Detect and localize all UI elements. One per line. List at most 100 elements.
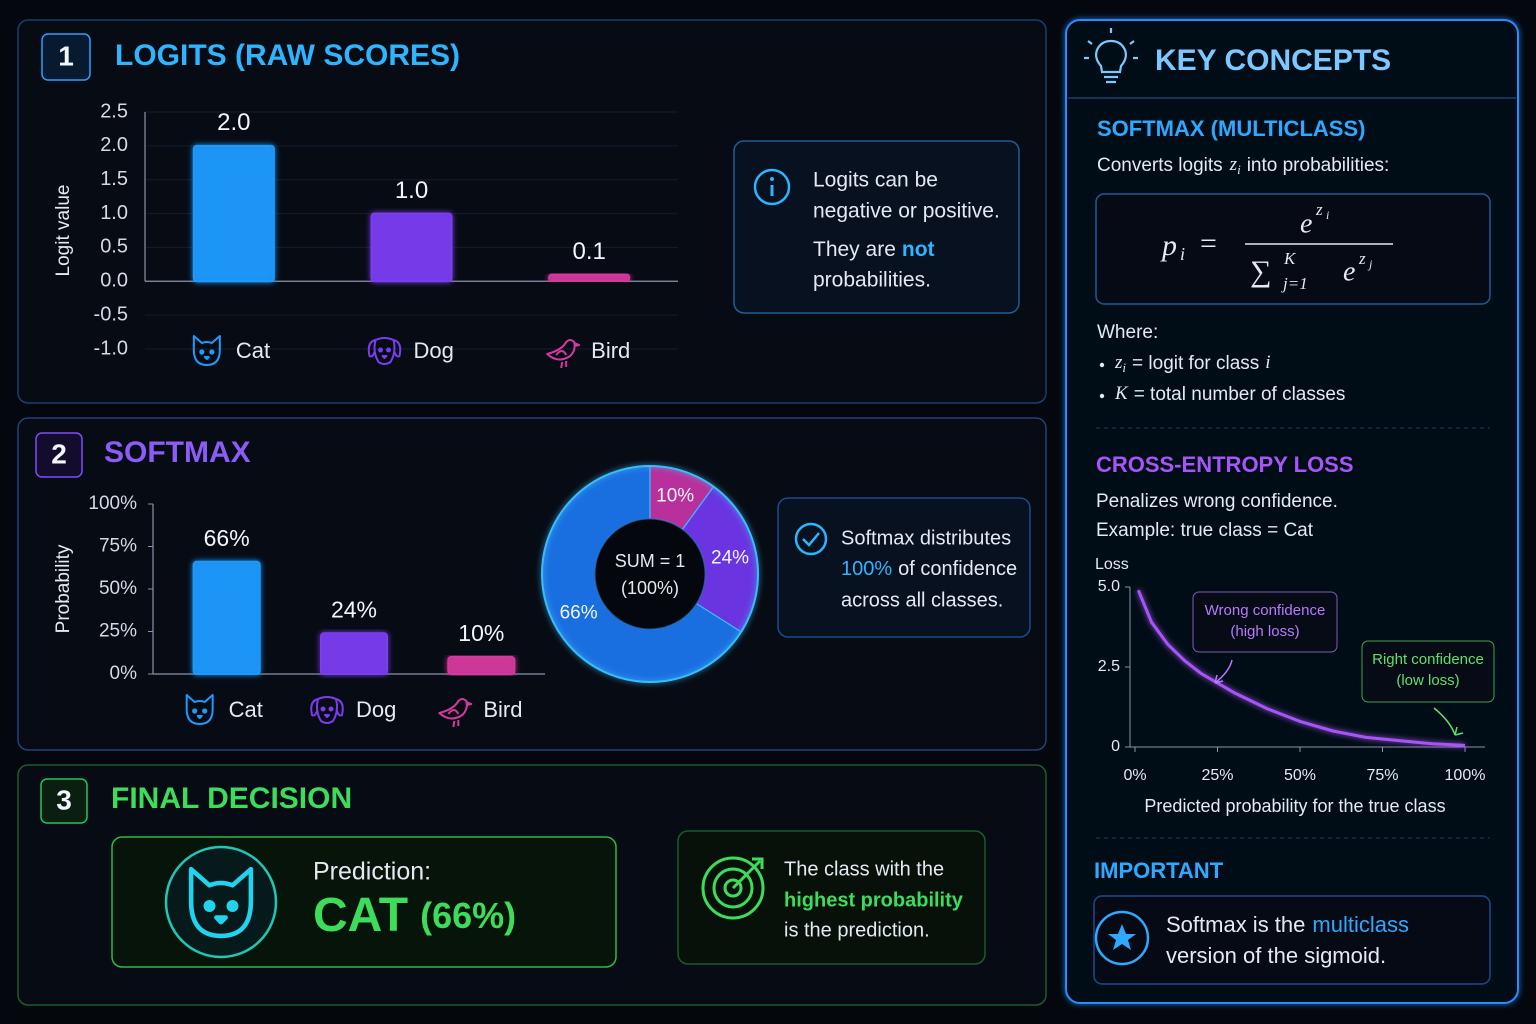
- step-badge: [40, 778, 88, 824]
- important-text: Softmax is the multiclass: [1166, 912, 1409, 937]
- x-tick-label: 50%: [1284, 767, 1316, 784]
- formula-num: e: [1300, 208, 1312, 239]
- x-tick-label: Bird: [483, 697, 522, 722]
- y-tick-label: 75%: [99, 536, 137, 557]
- intro-text: into probabilities:: [1247, 155, 1390, 176]
- y-tick-label: -1.0: [94, 337, 128, 359]
- loss-curve: [1136, 589, 1466, 747]
- y-tick-label: 0.0: [100, 270, 128, 292]
- y-tick-label: 0%: [110, 663, 138, 684]
- formula-exp: z: [1358, 249, 1366, 268]
- note-text: across all classes.: [841, 589, 1003, 611]
- value-label: 0.1: [572, 238, 605, 265]
- bullet-text: K = total number of classes: [1114, 383, 1345, 405]
- y-tick-label: 2.5: [1098, 658, 1120, 675]
- y-tick-label: 50%: [99, 578, 137, 599]
- formula-lhs: p: [1160, 229, 1177, 262]
- y-tick-label: -0.5: [94, 303, 128, 325]
- note-box: [733, 140, 1020, 314]
- y-tick-label: 25%: [99, 621, 137, 642]
- annotation-text: Right confidence: [1372, 651, 1484, 668]
- y-tick-label: 5.0: [1098, 578, 1120, 595]
- x-axis-title: Predicted probability for the true class: [1144, 796, 1445, 816]
- star: [1108, 924, 1136, 950]
- formula-sub: i: [1180, 244, 1185, 264]
- prediction-icon-ring: [164, 845, 278, 959]
- annotation-text: (low loss): [1396, 672, 1459, 689]
- formula-exp-sub: i: [1326, 208, 1329, 222]
- star-icon: [1094, 910, 1150, 966]
- note-text: probabilities.: [813, 269, 931, 292]
- note-text: Logits can be: [813, 169, 938, 192]
- info-icon: [753, 168, 791, 206]
- annotation-box: [1361, 640, 1495, 703]
- intro-text: Converts logits: [1097, 155, 1223, 176]
- y-axis-title: Probability: [53, 544, 74, 633]
- formula-exp: z: [1315, 200, 1323, 219]
- section-title: SOFTMAX: [104, 436, 251, 469]
- prediction-probability: (66%): [420, 895, 516, 936]
- where-label: Where:: [1097, 322, 1158, 343]
- heading: CROSS-ENTROPY LOSS: [1096, 452, 1354, 477]
- rule-text: The class with the: [784, 858, 944, 880]
- value-label: 10%: [458, 620, 504, 646]
- formula-sum: ∑: [1250, 255, 1271, 288]
- x-tick-label: Cat: [229, 697, 263, 722]
- note-text: 100% of confidence: [841, 558, 1017, 580]
- info-icon-dot: [770, 177, 774, 181]
- annotation-text: Wrong confidence: [1205, 602, 1326, 619]
- bar: [192, 144, 275, 283]
- step-number: 2: [51, 438, 67, 469]
- bullet-text: = total number of classes: [1134, 384, 1346, 405]
- panel-title: KEY CONCEPTS: [1155, 44, 1391, 77]
- center-label: (100%): [621, 578, 679, 598]
- formula-eq: =: [1200, 227, 1217, 260]
- formula-sum-sup: K: [1283, 249, 1297, 268]
- slice-label: 66%: [560, 602, 598, 623]
- y-tick-label: 100%: [88, 493, 137, 514]
- note-text: of confidence: [898, 558, 1017, 580]
- math-sub: i: [1237, 162, 1241, 177]
- important-text: Softmax is the: [1166, 912, 1305, 937]
- bullet: [1099, 362, 1105, 368]
- math-var: i: [1265, 352, 1270, 373]
- formula-den: e: [1343, 256, 1355, 287]
- math-var: K: [1114, 383, 1129, 404]
- x-tick-label: Dog: [414, 338, 454, 363]
- intro: Converts logits zi into probabilities:: [1097, 154, 1389, 177]
- subtitle: Penalizes wrong confidence.: [1096, 491, 1338, 512]
- bar: [320, 632, 388, 676]
- check-mark: [802, 532, 820, 547]
- note-box: [777, 497, 1031, 638]
- note-emphasis: 100%: [841, 558, 892, 580]
- x-tick-label: Dog: [356, 697, 396, 722]
- note-text: negative or positive.: [813, 200, 1000, 223]
- note-text: They are not: [813, 238, 935, 261]
- bullet-text: = logit for class: [1132, 353, 1259, 374]
- formula-sum-sub: j=1: [1281, 274, 1308, 293]
- x-tick-label: 25%: [1201, 767, 1233, 784]
- formula-box: [1095, 193, 1491, 305]
- slice-label: 24%: [711, 548, 749, 569]
- bar: [192, 560, 261, 675]
- bullet: [1099, 393, 1105, 399]
- x-tick-label: 75%: [1366, 767, 1398, 784]
- math-sub: i: [1122, 360, 1126, 375]
- step-badge: [41, 33, 91, 81]
- important-box: [1093, 895, 1491, 985]
- value-label: 66%: [204, 525, 250, 551]
- prediction-class: CAT: [313, 889, 408, 942]
- subtitle: Example: true class = Cat: [1096, 520, 1314, 541]
- annotation-arrow: [1433, 707, 1464, 736]
- important-text: version of the sigmoid.: [1166, 943, 1386, 968]
- y-tick-label: 2.0: [100, 134, 128, 156]
- math-var: z: [1114, 352, 1123, 373]
- math-var: z: [1229, 154, 1238, 175]
- value-label: 2.0: [217, 109, 250, 136]
- x-tick-label: Bird: [591, 338, 630, 363]
- annotation-box: [1192, 591, 1338, 653]
- y-tick-label: 1.0: [100, 202, 128, 224]
- step-badge: [35, 432, 83, 478]
